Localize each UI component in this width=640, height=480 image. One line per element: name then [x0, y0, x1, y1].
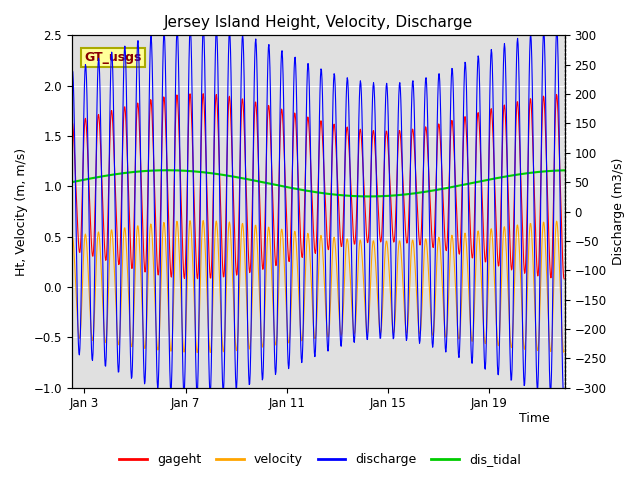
discharge: [465, 208, 472, 214]
velocity: [496, 325, 504, 331]
gageht: [199, 91, 207, 96]
dis_tidal: [125, 169, 133, 175]
dis_tidal: [95, 174, 102, 180]
Text: GT_usgs: GT_usgs: [84, 51, 141, 64]
velocity: [193, 349, 201, 355]
velocity: [465, 284, 472, 290]
dis_tidal: [465, 181, 472, 187]
discharge: [496, 316, 504, 322]
Legend: gageht, velocity, discharge, dis_tidal: gageht, velocity, discharge, dis_tidal: [115, 448, 525, 471]
dis_tidal: [390, 192, 398, 198]
velocity: [365, 324, 372, 329]
discharge: [30, 86, 38, 92]
Line: velocity: velocity: [34, 221, 564, 352]
velocity: [95, 229, 102, 235]
velocity: [125, 313, 133, 319]
Line: gageht: gageht: [34, 94, 564, 279]
gageht: [560, 276, 568, 282]
discharge: [193, 392, 201, 398]
Y-axis label: Ht, Velocity (m, m/s): Ht, Velocity (m, m/s): [15, 147, 28, 276]
gageht: [390, 239, 397, 245]
Line: discharge: discharge: [34, 27, 564, 395]
dis_tidal: [163, 168, 171, 173]
gageht: [364, 239, 372, 245]
dis_tidal: [30, 187, 38, 192]
X-axis label: Time: Time: [519, 412, 550, 425]
gageht: [125, 216, 133, 222]
velocity: [560, 349, 568, 355]
gageht: [30, 132, 38, 138]
discharge: [365, 314, 372, 320]
Title: Jersey Island Height, Velocity, Discharge: Jersey Island Height, Velocity, Discharg…: [164, 15, 473, 30]
dis_tidal: [364, 193, 372, 199]
dis_tidal: [560, 168, 568, 173]
discharge: [125, 295, 133, 301]
Y-axis label: Discharge (m3/s): Discharge (m3/s): [612, 158, 625, 265]
velocity: [199, 218, 207, 224]
discharge: [390, 326, 398, 332]
discharge: [199, 24, 207, 30]
velocity: [30, 241, 38, 247]
gageht: [495, 256, 503, 262]
gageht: [464, 168, 472, 173]
discharge: [95, 56, 102, 61]
discharge: [560, 387, 568, 393]
Line: dis_tidal: dis_tidal: [34, 170, 564, 196]
velocity: [390, 327, 398, 333]
dis_tidal: [496, 175, 504, 180]
gageht: [95, 111, 102, 117]
dis_tidal: [365, 193, 373, 199]
